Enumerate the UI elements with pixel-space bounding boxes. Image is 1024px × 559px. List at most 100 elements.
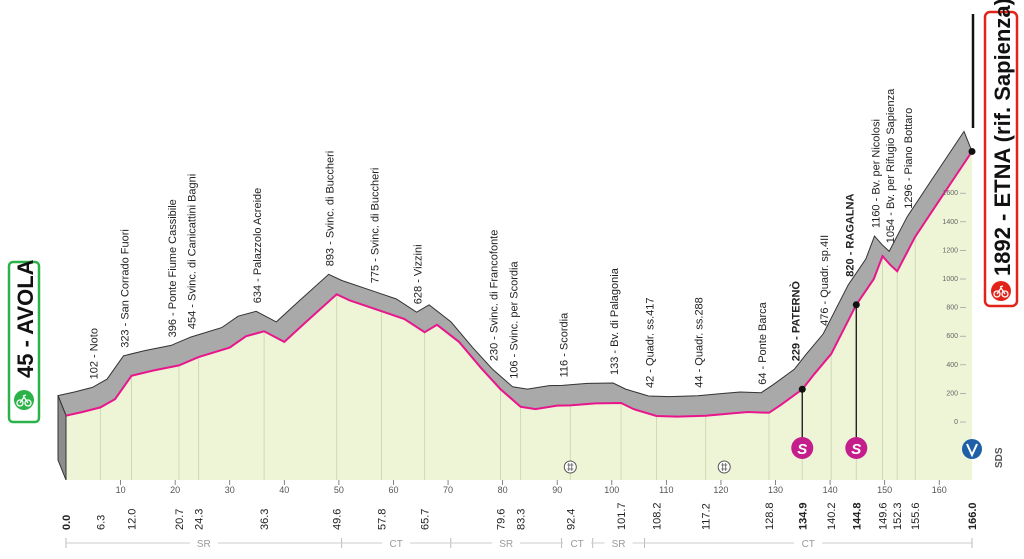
altitude-tick: 400 xyxy=(946,362,958,369)
profile-fill xyxy=(66,151,972,480)
km-label: 83.3 xyxy=(516,509,528,530)
km-label: 0.0 xyxy=(61,515,73,530)
km-label: 49.6 xyxy=(332,509,344,530)
km-tick: 90 xyxy=(552,485,562,495)
province-label: SR xyxy=(499,539,513,550)
waypoint-label: 476 - Quadr. sp.4II xyxy=(819,235,831,326)
km-tick: 80 xyxy=(498,485,508,495)
waypoint-label: 116 - Scordia xyxy=(558,312,570,377)
markers: S S SDS xyxy=(563,147,1005,474)
altitude-tick: 1200 xyxy=(942,247,958,254)
waypoint-label: 42 - Quadr. ss.417 xyxy=(645,298,657,389)
province-label: SR xyxy=(197,539,211,550)
province-label-bg xyxy=(794,536,823,550)
waypoint-label: 44 - Quadr. ss.288 xyxy=(694,297,706,388)
waypoint-label: 893 - Svinc. di Buccheri xyxy=(325,151,337,267)
waypoint-labels: 102 - Noto 323 - San Corrado Fuori 396 - P… xyxy=(88,88,915,388)
km-label: 12.0 xyxy=(127,509,139,530)
km-label: 140.2 xyxy=(826,502,838,530)
bidon-icon xyxy=(563,460,577,474)
waypoint-label: 396 - Ponte Fiume Cassibile xyxy=(167,199,179,337)
km-label: 166.0 xyxy=(967,502,979,530)
km-tick: 110 xyxy=(659,485,673,495)
start-label: 45 - AVOLA xyxy=(13,259,38,378)
km-tick: 150 xyxy=(877,485,892,495)
province-label-bg xyxy=(492,536,521,550)
km-label: 101.7 xyxy=(616,502,628,530)
km-label: 117.2 xyxy=(701,503,713,530)
waypoint-label: 106 - Svinc. per Scordia xyxy=(509,261,521,379)
km-label: 134.9 xyxy=(797,502,809,530)
km-label: 20.7 xyxy=(174,509,186,530)
sprint-point xyxy=(798,385,806,393)
waypoint-label: 323 - San Corrado Fuori xyxy=(120,229,132,348)
waypoint-label: 1054 - Bv. per Rifugio Sapienza xyxy=(885,88,897,243)
km-label: 92.4 xyxy=(565,509,577,530)
km-axis: 10 20 30 40 50 60 70 80 90 100 110 120 130 140 150 160 0… xyxy=(61,480,979,530)
profile-line xyxy=(65,150,973,480)
waypoint-label: 820 - RAGALNA xyxy=(844,194,856,277)
km-tick: 70 xyxy=(443,485,453,495)
waypoint-label: 229 - PATERNÒ xyxy=(789,281,802,362)
km-label: 128.8 xyxy=(764,502,776,530)
km-label: 155.6 xyxy=(910,502,922,530)
km-label: 108.2 xyxy=(652,502,664,530)
km-label: 24.3 xyxy=(194,509,206,530)
elevation-line xyxy=(65,150,973,418)
waypoint-label: 1160 - Bv. per Nicolosi xyxy=(871,119,883,228)
km-tick: 40 xyxy=(279,485,289,495)
finish-badge: 1892 - ETNA (rif. Sapienza) xyxy=(983,0,1019,308)
province-label: CT xyxy=(802,539,815,550)
altitude-tick: 600 xyxy=(946,333,958,340)
waypoint-label: 454 - Svinc. di Canicattini Bagni xyxy=(187,174,199,329)
altitude-tick: 1400 xyxy=(942,219,958,226)
province-label: CT xyxy=(570,539,583,550)
waypoint-label: 102 - Noto xyxy=(88,328,100,379)
finish-label: 1892 - ETNA (rif. Sapienza) xyxy=(990,0,1015,276)
profile-area xyxy=(66,151,972,480)
waypoint-label: 230 - Svinc. di Francofonte xyxy=(488,230,500,361)
altitude-scale: 0 200 400 600 800 1000 1200 1400 1600 xyxy=(942,190,966,426)
start-badge: 45 - AVOLA xyxy=(7,259,41,424)
km-label: 65.7 xyxy=(420,509,432,530)
waypoint-label: 775 - Svinc. di Buccheri xyxy=(370,168,382,284)
waypoint-label: 133 - Bv. di Palagonia xyxy=(609,267,621,375)
province-label-bg xyxy=(563,536,592,550)
province-bar: SR CT SR CT SR CT xyxy=(65,536,973,550)
km-label: 57.8 xyxy=(377,509,389,530)
province-label: SR xyxy=(612,539,626,550)
waypoint-label: 1296 - Piano Bottaro xyxy=(903,108,915,209)
province-label-bg xyxy=(604,536,633,550)
km-label: 79.6 xyxy=(495,509,507,530)
cyclist-icon xyxy=(991,281,1011,301)
km-tick: 130 xyxy=(768,485,783,495)
province-label: CT xyxy=(390,539,403,550)
km-label: 144.8 xyxy=(851,502,863,530)
km-tick: 160 xyxy=(932,485,947,495)
km-tick: 10 xyxy=(116,485,126,495)
km-label: 149.6 xyxy=(878,502,890,530)
sprint-icon xyxy=(791,437,814,459)
km-label: 152.3 xyxy=(892,502,904,530)
km-tick: 60 xyxy=(388,485,398,495)
km-tick: 100 xyxy=(604,485,619,495)
finish-point xyxy=(968,147,976,155)
cyclist-icon xyxy=(14,390,34,410)
km-label: 36.3 xyxy=(259,509,271,530)
altitude-tick: 1000 xyxy=(942,276,958,283)
waypoint-label: 634 - Palazzolo Acreide xyxy=(252,188,264,304)
province-label-bg xyxy=(382,536,411,550)
province-label-bg xyxy=(189,536,218,550)
altitude-tick: 0 xyxy=(954,419,958,426)
km-tick: 20 xyxy=(170,485,180,495)
km-tick: 140 xyxy=(823,485,838,495)
sds-logo-icon xyxy=(962,439,982,459)
sprint-letter: S xyxy=(851,441,861,458)
waypoint-label: 64 - Ponte Barca xyxy=(757,301,769,384)
km-tick: 50 xyxy=(334,485,344,495)
sprint-point xyxy=(852,301,860,309)
km-tick: 30 xyxy=(225,485,235,495)
sprint-letter: S xyxy=(797,441,807,458)
sprint-icon xyxy=(845,437,868,459)
